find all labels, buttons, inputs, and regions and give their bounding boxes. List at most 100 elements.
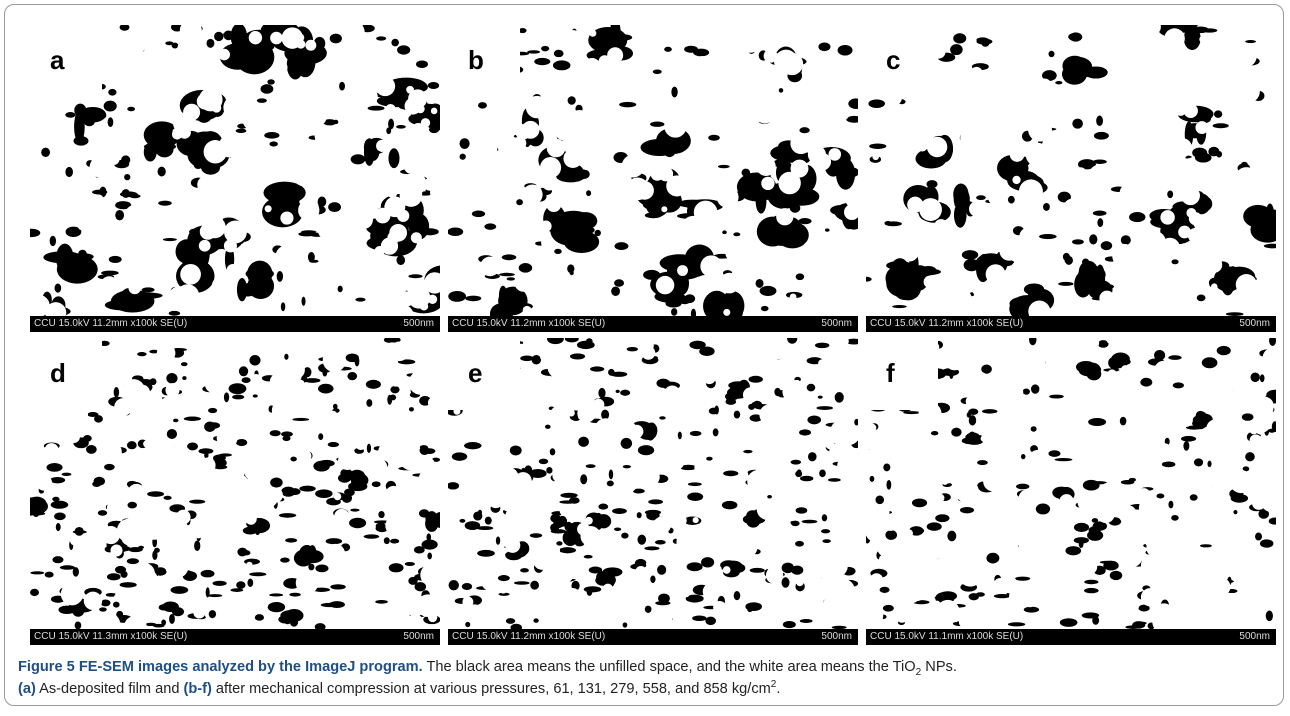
particle: [890, 555, 907, 572]
particle: [1086, 184, 1100, 198]
pore: [257, 520, 269, 529]
pore: [115, 201, 132, 210]
particle: [198, 239, 211, 252]
pore: [818, 42, 831, 52]
particle: [699, 121, 714, 136]
particle: [1144, 407, 1158, 422]
particle: [1193, 515, 1202, 524]
pore: [547, 338, 564, 345]
pore: [875, 495, 885, 505]
particle: [524, 379, 542, 397]
particle: [565, 562, 580, 578]
particle: [144, 338, 163, 349]
pore: [684, 45, 698, 53]
particle: [585, 516, 593, 525]
particle: [759, 404, 780, 425]
particle: [748, 97, 769, 118]
particle: [1039, 85, 1049, 95]
pore: [290, 456, 297, 462]
pore: [498, 592, 510, 596]
particle: [986, 438, 997, 449]
sem-texture: [30, 25, 440, 332]
pore: [448, 579, 459, 591]
pore: [586, 190, 592, 197]
particle: [907, 591, 919, 603]
pore: [1168, 355, 1182, 360]
pore: [232, 55, 248, 65]
pore: [88, 110, 107, 121]
pore: [168, 310, 181, 316]
pore: [128, 546, 143, 553]
pore: [678, 295, 692, 305]
particle: [44, 443, 59, 458]
particle: [482, 140, 498, 156]
particle: [655, 275, 675, 295]
particle: [448, 495, 468, 518]
pore: [383, 338, 401, 344]
pore: [97, 510, 108, 516]
particle: [915, 619, 927, 632]
pore: [484, 516, 492, 525]
particle: [110, 544, 123, 557]
particle: [694, 460, 708, 474]
particle: [1145, 167, 1157, 179]
particle: [43, 202, 63, 221]
particle: [1187, 227, 1203, 243]
particle: [264, 205, 272, 213]
particle: [1119, 48, 1143, 73]
pore: [1216, 345, 1231, 356]
pore: [204, 452, 209, 459]
particle: [72, 492, 95, 515]
pore: [396, 255, 406, 266]
pore: [564, 338, 579, 343]
particle: [1217, 163, 1225, 171]
particle: [592, 398, 605, 411]
pore: [755, 278, 764, 288]
pore: [65, 166, 73, 178]
particle: [814, 273, 825, 284]
pore: [868, 99, 885, 108]
pore: [564, 521, 573, 532]
pore: [787, 338, 798, 344]
pore: [413, 546, 425, 554]
particle: [1148, 275, 1164, 291]
particle: [869, 437, 891, 460]
pore: [32, 511, 46, 516]
particle: [895, 243, 910, 258]
particle: [1208, 560, 1223, 574]
pore: [212, 580, 227, 586]
particle: [1037, 613, 1049, 625]
pore: [708, 134, 720, 141]
pore: [1015, 483, 1030, 490]
particle: [55, 103, 66, 114]
particle: [969, 371, 990, 393]
particle: [525, 88, 535, 98]
particle: [515, 123, 531, 140]
particle: [220, 571, 229, 580]
pore: [1084, 587, 1099, 594]
particle: [818, 575, 837, 594]
pore: [552, 60, 571, 71]
pore: [325, 538, 343, 545]
particle: [588, 488, 595, 495]
sem-image: d CCU 15.0kV 11.3mm x100k SE(U) 500nm: [30, 338, 440, 645]
particle: [30, 182, 52, 204]
pore: [44, 571, 54, 578]
particle: [242, 162, 251, 170]
particle: [404, 594, 427, 617]
pore: [59, 565, 76, 570]
pore: [975, 592, 985, 597]
particle: [621, 154, 645, 178]
particle: [596, 61, 619, 84]
particle: [1099, 290, 1115, 306]
particle: [664, 385, 681, 402]
pore: [65, 111, 76, 118]
particle: [702, 31, 712, 41]
pore: [495, 536, 501, 545]
particle: [1192, 587, 1201, 595]
pore: [721, 500, 738, 510]
pore: [981, 409, 998, 414]
particle: [106, 499, 126, 518]
pore: [113, 387, 120, 398]
pore: [981, 364, 992, 374]
